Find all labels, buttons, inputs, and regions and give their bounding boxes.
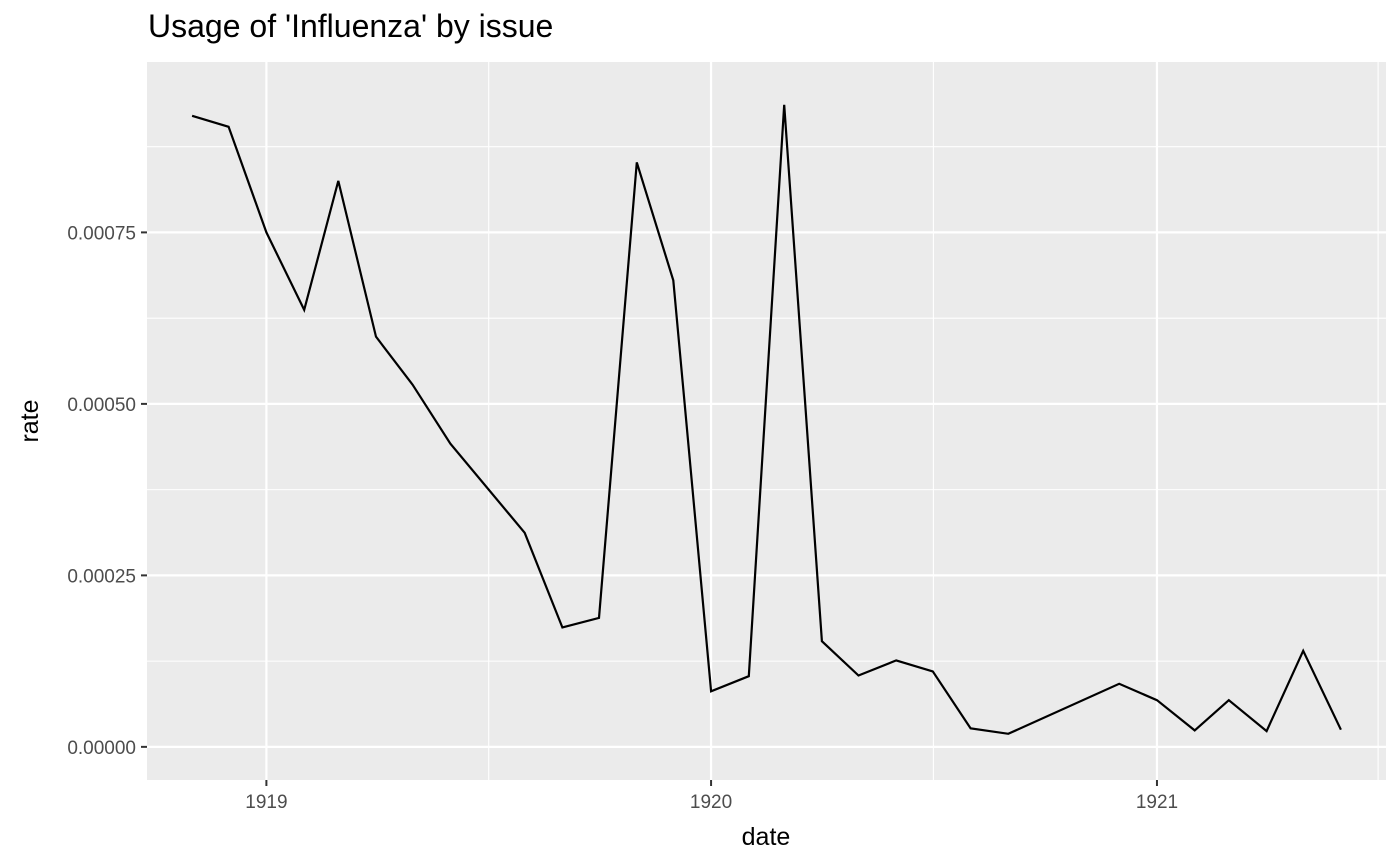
rate-series-line [191,104,1342,735]
x-tick-labels: 1919 1920 1921 [245,792,1178,813]
y-tick-label: 0.00000 [67,738,136,759]
y-tick-label: 0.00075 [67,223,136,244]
x-tick-label: 1921 [1136,792,1178,813]
y-tick-label: 0.00050 [67,395,136,416]
plot-panel [147,62,1386,780]
axis-ticks [141,231,1158,786]
x-axis-title: date [742,823,791,851]
chart-title: Usage of 'Influenza' by issue [148,8,554,44]
minor-gridlines [147,62,1386,780]
y-tick-labels: 0.00000 0.00025 0.00050 0.00075 [67,223,136,758]
y-axis-title: rate [16,399,44,442]
x-tick-label: 1919 [245,792,287,813]
y-tick-label: 0.00025 [67,566,136,587]
x-tick-label: 1920 [690,792,732,813]
data-series [191,104,1342,735]
